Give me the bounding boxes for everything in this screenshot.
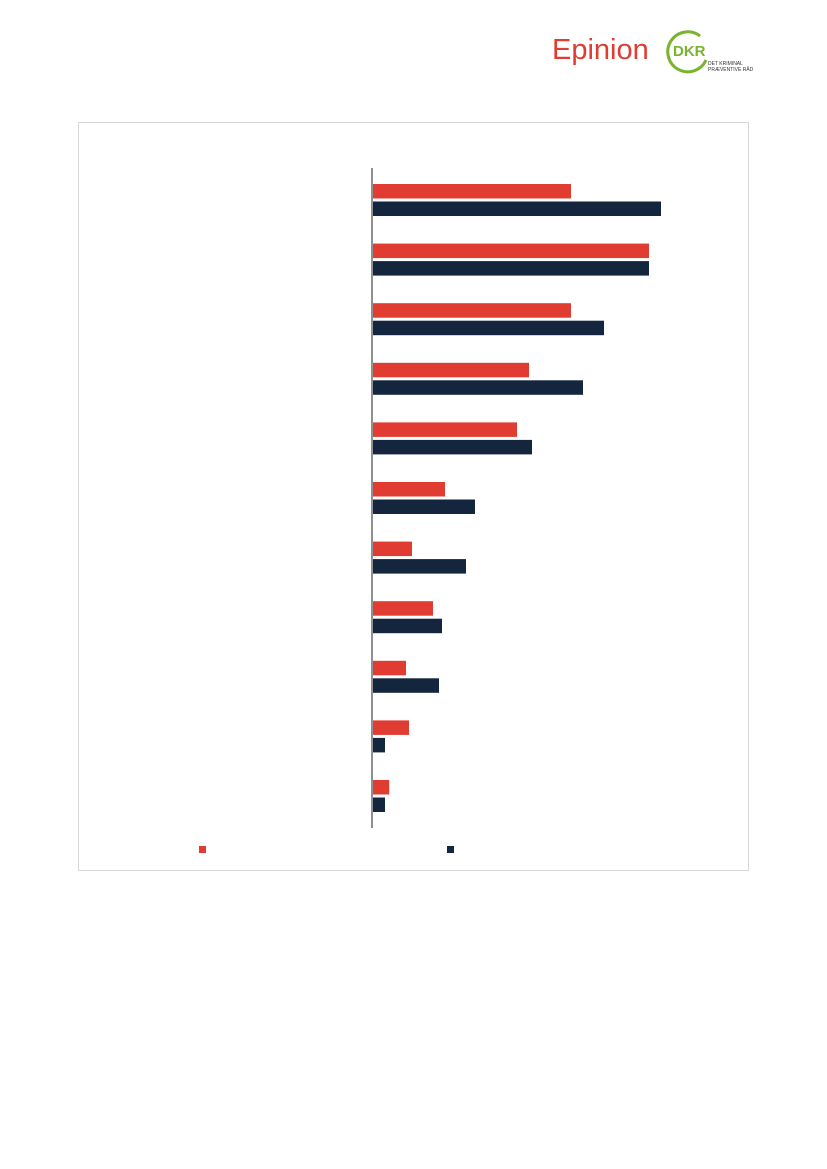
bar	[373, 320, 604, 336]
bar	[373, 780, 390, 795]
legend-swatch	[447, 846, 454, 853]
bar	[373, 201, 661, 216]
bar	[373, 439, 532, 455]
partner-text: PRÆVENTIVE RÅD	[708, 66, 754, 73]
legend-swatch	[199, 846, 206, 853]
bar	[373, 797, 385, 812]
bar	[373, 422, 517, 437]
bar	[373, 261, 649, 276]
partner-logo: DKR	[673, 43, 706, 60]
bar	[373, 303, 571, 318]
bar	[373, 482, 445, 497]
chart-frame	[78, 122, 749, 871]
brand-logo: Epinion	[552, 34, 649, 66]
bar	[373, 541, 412, 557]
bar	[373, 380, 583, 395]
bar	[373, 362, 529, 378]
bar	[373, 243, 649, 259]
bar	[373, 678, 439, 693]
bar	[373, 184, 571, 199]
bar	[373, 559, 466, 574]
bar	[373, 601, 433, 616]
bar	[373, 618, 442, 634]
bar	[373, 660, 406, 676]
partner-logo-ring	[666, 30, 708, 74]
partner-text: DET KRIMINAL	[708, 61, 743, 67]
bar	[373, 737, 385, 753]
bar	[373, 720, 409, 735]
bar	[373, 499, 475, 514]
